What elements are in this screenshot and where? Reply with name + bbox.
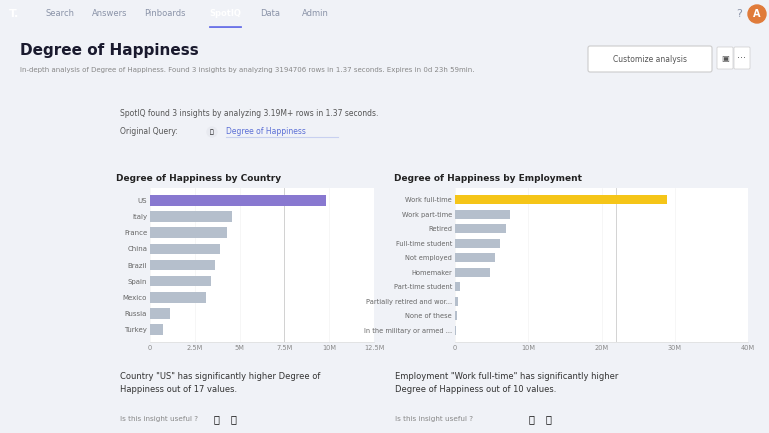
- Circle shape: [748, 5, 766, 23]
- Text: ?: ?: [736, 9, 742, 19]
- Bar: [150, 292, 205, 303]
- Bar: [455, 268, 490, 277]
- Text: Is this insight useful ?: Is this insight useful ?: [120, 416, 198, 422]
- Text: 🔍: 🔍: [210, 129, 214, 135]
- Text: Data: Data: [260, 10, 280, 19]
- Text: Employment "Work full-time" has significantly higher
Degree of Happiness out of : Employment "Work full-time" has signific…: [395, 372, 618, 394]
- Text: SpotIQ found 3 insights by analyzing 3.19M+ rows in 1.37 seconds.: SpotIQ found 3 insights by analyzing 3.1…: [120, 110, 378, 119]
- Text: Degree of Happiness: Degree of Happiness: [20, 42, 198, 58]
- Text: ···: ···: [737, 53, 747, 63]
- Text: Country "US" has significantly higher Degree of
Happiness out of 17 values.: Country "US" has significantly higher De…: [120, 372, 321, 394]
- Text: Degree of Happiness: Degree of Happiness: [226, 127, 306, 136]
- Bar: [150, 276, 211, 287]
- Text: SpotIQ: SpotIQ: [209, 10, 241, 19]
- Text: Degree of Happiness by Employment: Degree of Happiness by Employment: [394, 174, 582, 183]
- Bar: [150, 243, 220, 254]
- Bar: [455, 282, 460, 291]
- Text: Admin: Admin: [301, 10, 328, 19]
- Bar: [455, 297, 458, 306]
- Bar: [455, 253, 495, 262]
- Text: 👍: 👍: [213, 414, 219, 424]
- Bar: [150, 260, 215, 270]
- Text: Customize analysis: Customize analysis: [613, 55, 687, 64]
- Bar: [150, 211, 232, 222]
- Text: Pinboards: Pinboards: [145, 10, 186, 19]
- Bar: [455, 224, 506, 233]
- Text: Is this insight useful ?: Is this insight useful ?: [395, 416, 473, 422]
- Text: A: A: [754, 9, 761, 19]
- Text: ▣: ▣: [721, 54, 729, 62]
- Text: 👎: 👎: [545, 414, 551, 424]
- Bar: [150, 324, 162, 335]
- Text: 👎: 👎: [230, 414, 236, 424]
- Text: 👍: 👍: [528, 414, 534, 424]
- Bar: [455, 195, 667, 204]
- Text: Original Query:: Original Query:: [120, 127, 178, 136]
- Text: Answers: Answers: [92, 10, 128, 19]
- Bar: [455, 210, 510, 219]
- Bar: [455, 326, 457, 335]
- Bar: [455, 239, 501, 248]
- Bar: [150, 195, 325, 206]
- FancyBboxPatch shape: [588, 46, 712, 72]
- Text: Search: Search: [45, 10, 75, 19]
- FancyBboxPatch shape: [734, 47, 750, 69]
- Text: T.: T.: [9, 9, 19, 19]
- Bar: [150, 227, 227, 238]
- Text: Degree of Happiness by Country: Degree of Happiness by Country: [116, 174, 281, 183]
- Text: In-depth analysis of Degree of Happiness. Found 3 insights by analyzing 3194706 : In-depth analysis of Degree of Happiness…: [20, 67, 474, 73]
- Bar: [455, 311, 458, 320]
- FancyBboxPatch shape: [717, 47, 733, 69]
- Bar: [150, 308, 170, 319]
- Circle shape: [207, 127, 217, 137]
